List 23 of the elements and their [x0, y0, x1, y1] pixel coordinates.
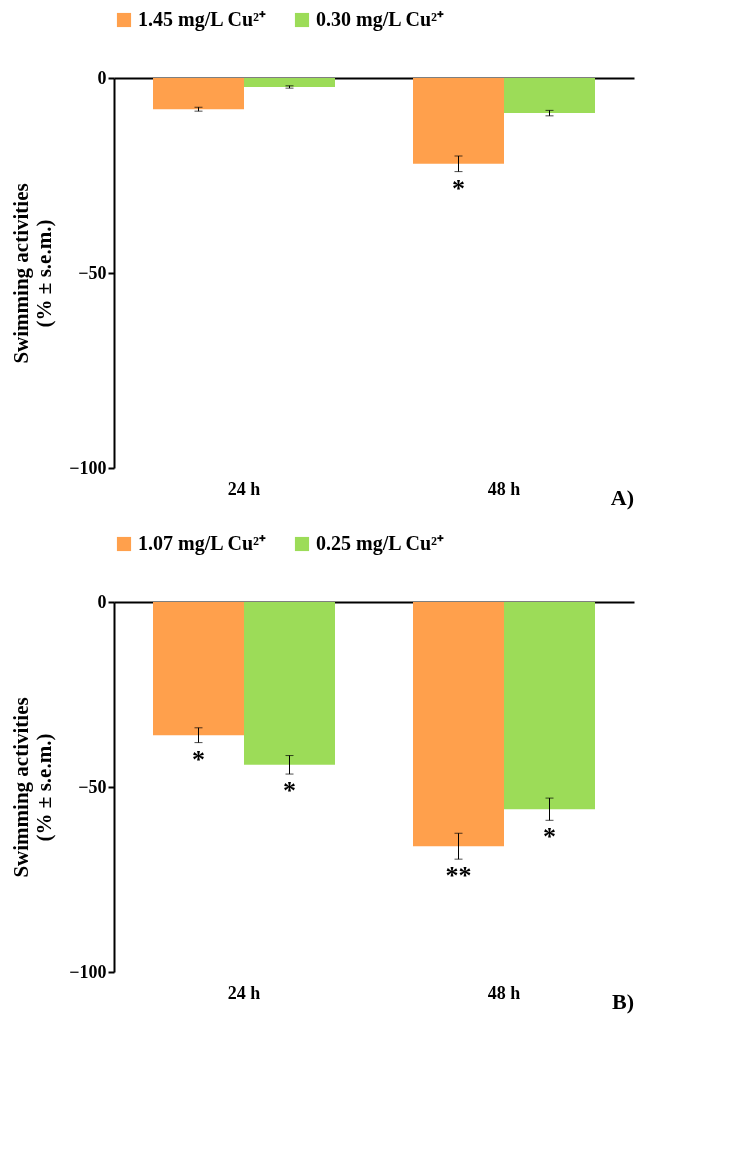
y-tick-label: −50	[78, 776, 107, 797]
x-tick-label: 48 h	[487, 478, 521, 499]
y-tick-label: 0	[97, 591, 107, 612]
y-axis-title: Swimming activities (% ± s.e.m.)	[9, 697, 57, 878]
annotation: **	[445, 861, 472, 891]
legend-label: 1.07 mg/L Cu²⁺	[138, 532, 267, 555]
annotation: *	[543, 822, 556, 852]
y-tick-label: 0	[97, 67, 107, 88]
y-axis-title: Swimming activities (% ± s.e.m.)	[9, 183, 57, 364]
x-tick-label: 48 h	[487, 982, 521, 1003]
annotation: *	[452, 173, 465, 203]
text: B)	[612, 989, 634, 1014]
x-tick-label: 24 h	[227, 982, 261, 1003]
legend-label: 0.25 mg/L Cu²⁺	[316, 532, 445, 555]
x-tick-label: 24 h	[227, 478, 261, 499]
y-tick-label: −100	[69, 457, 107, 478]
y-tick-label: −50	[78, 262, 107, 283]
legend-label: 0.30 mg/L Cu²⁺	[316, 8, 445, 31]
annotation: *	[192, 744, 205, 774]
y-tick-label: −100	[69, 961, 107, 982]
annotation: *	[283, 776, 296, 806]
legend-label: 1.45 mg/L Cu²⁺	[138, 8, 267, 31]
text: A)	[610, 485, 634, 510]
